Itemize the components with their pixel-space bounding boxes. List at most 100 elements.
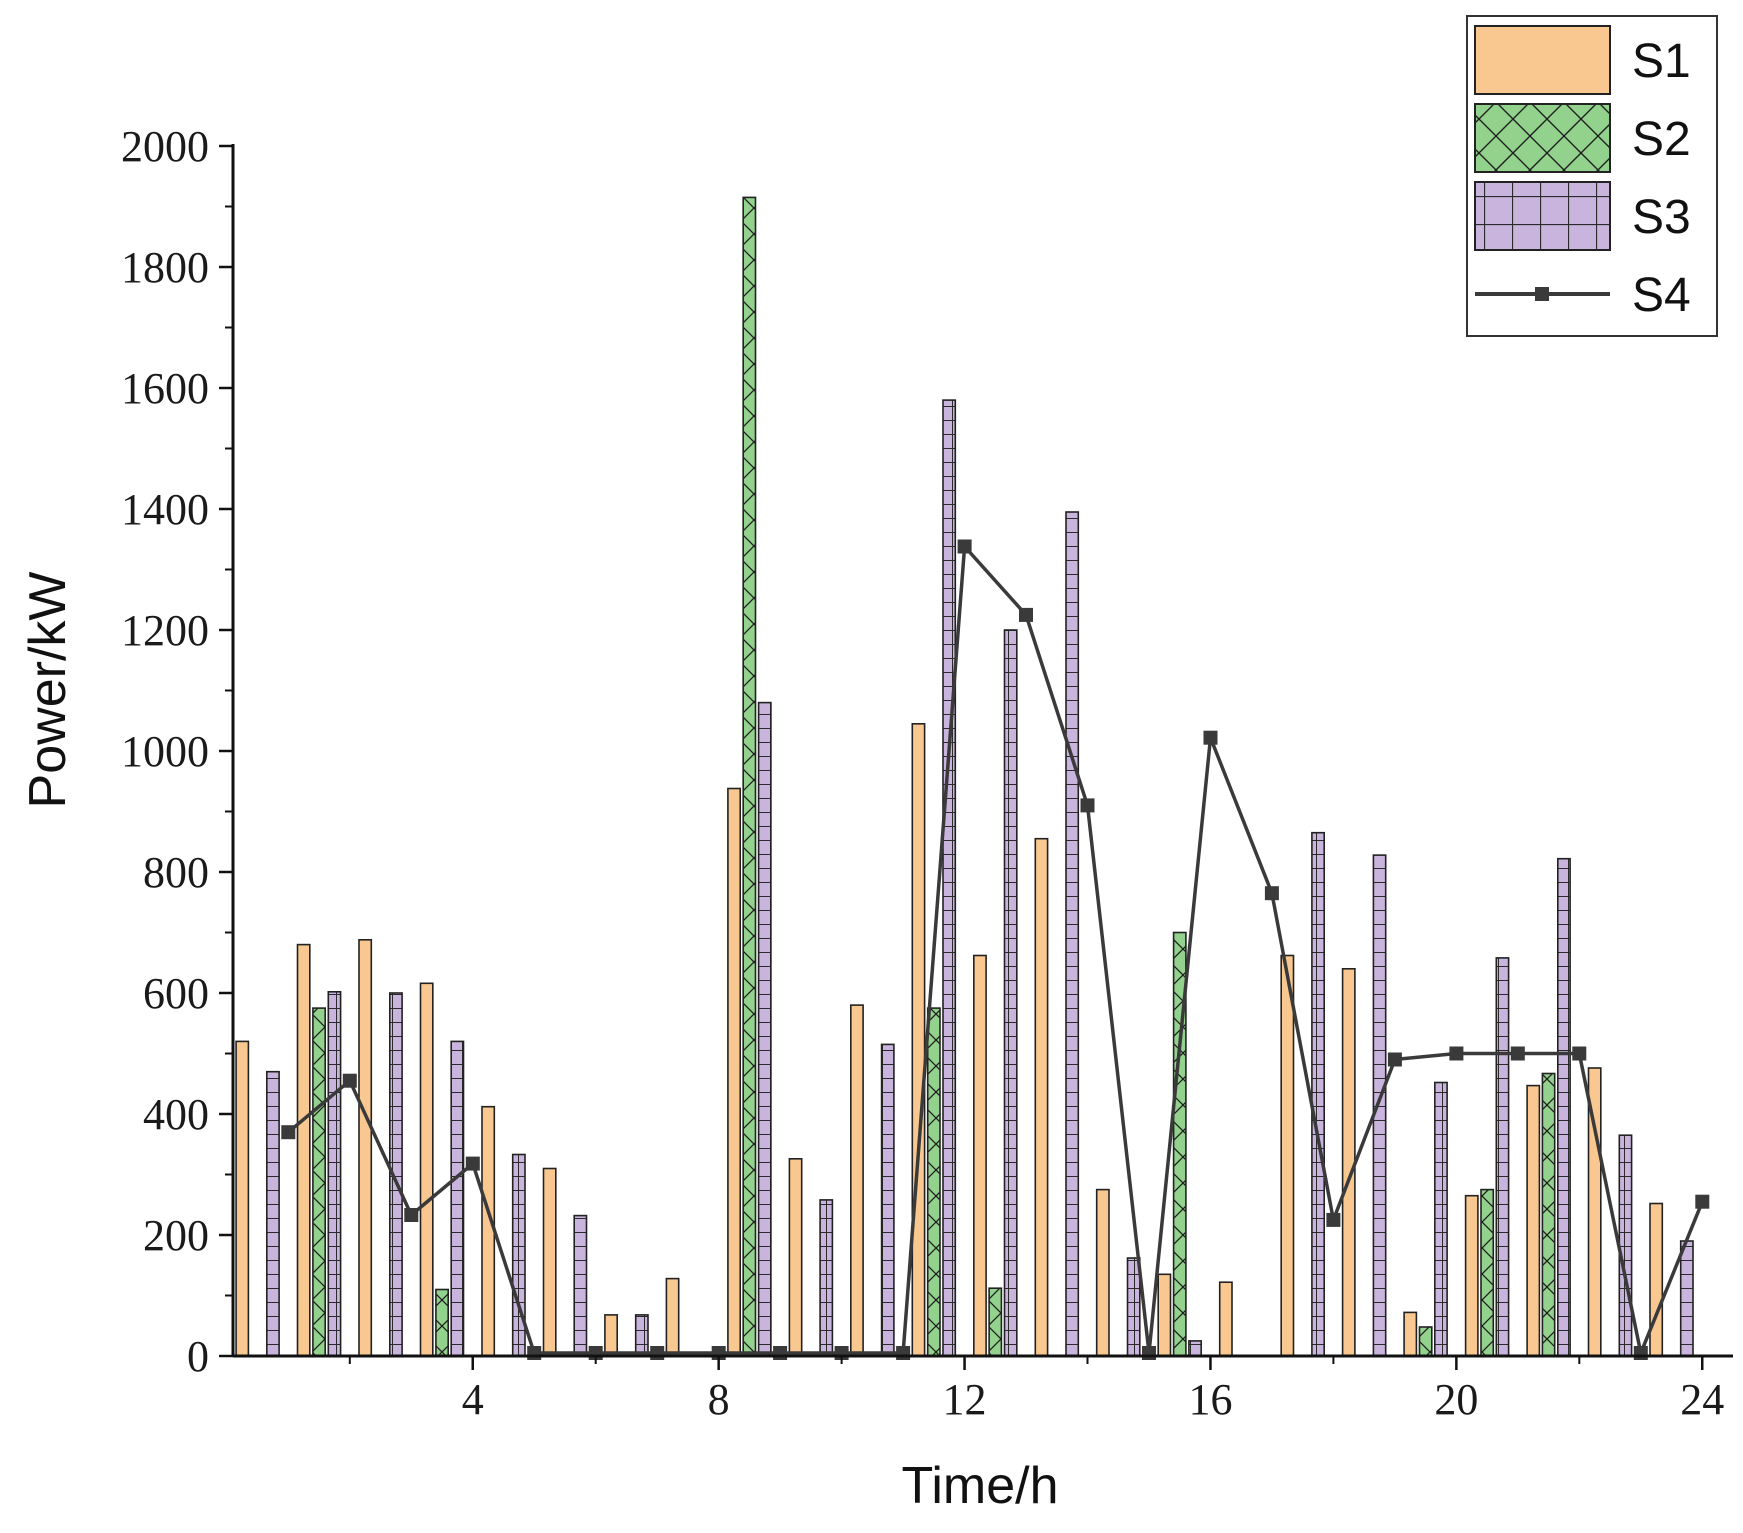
bar-s2-h21 <box>1480 1188 1495 1357</box>
bar-s2-h4 <box>435 1288 449 1357</box>
bar-s1-h1 <box>235 1040 250 1357</box>
bar-s1-h19 <box>1341 967 1356 1357</box>
x-tick-label-24: 24 <box>1680 1375 1724 1424</box>
y-tick-label-1400: 1400 <box>121 485 209 534</box>
point-s4-h20 <box>1449 1046 1464 1061</box>
bar-s3-h16 <box>1188 1340 1203 1357</box>
point-s4-h23 <box>1633 1346 1648 1360</box>
point-s4-h22 <box>1572 1046 1587 1061</box>
point-s4-h13 <box>1019 607 1033 622</box>
point-s4-h4 <box>465 1156 480 1171</box>
bar-s3-h4 <box>450 1040 465 1357</box>
y-tick-label-0: 0 <box>187 1332 209 1381</box>
bar-s3-h24 <box>1679 1240 1694 1357</box>
point-s4-h17 <box>1264 886 1279 901</box>
y-tick-label-1800: 1800 <box>121 243 209 292</box>
x-tick-label-4: 4 <box>462 1375 484 1424</box>
bar-s3-h14 <box>1065 511 1080 1357</box>
bar-s3-h18 <box>1311 831 1326 1357</box>
x-tick-label-8: 8 <box>708 1375 730 1424</box>
point-s4-h14 <box>1080 798 1095 813</box>
y-tick-label-1000: 1000 <box>121 727 209 776</box>
bar-s3-h7 <box>634 1314 649 1357</box>
bar-s3-h2 <box>327 990 342 1357</box>
x-tick-label-12: 12 <box>943 1375 987 1424</box>
bars-layer <box>235 196 1694 1357</box>
bar-s3-h11 <box>880 1043 895 1357</box>
bar-s1-h17 <box>1218 1281 1233 1357</box>
bar-s1-h21 <box>1464 1194 1479 1357</box>
bar-s1-h18 <box>1280 954 1295 1357</box>
bar-s2-h20 <box>1418 1326 1433 1357</box>
bar-s1-h6 <box>542 1167 557 1357</box>
legend-swatch-s2 <box>1474 103 1611 173</box>
bar-s3-h19 <box>1372 854 1387 1357</box>
bar-s1-h10 <box>788 1158 803 1357</box>
y-tick-label-600: 600 <box>143 969 209 1018</box>
y-tick-label-2000: 2000 <box>121 122 209 171</box>
point-s4-h3 <box>404 1208 419 1222</box>
x-tick-label-20: 20 <box>1434 1375 1478 1424</box>
bar-s3-h10 <box>819 1199 834 1357</box>
y-tick-label-800: 800 <box>143 848 209 897</box>
bar-s1-h2 <box>296 943 311 1357</box>
legend: S1 S2 S3 S4 <box>1466 15 1718 337</box>
axes: 0 200 400 600 800 1000 1200 1400 1600 1800 2000 4 8 1… <box>121 122 1733 1424</box>
bar-s2-h22 <box>1541 1072 1556 1357</box>
bar-s3-h13 <box>1003 629 1018 1357</box>
point-s4-h19 <box>1387 1052 1402 1067</box>
y-tick-label-400: 400 <box>143 1090 209 1139</box>
x-tick-label-16: 16 <box>1188 1375 1232 1424</box>
bar-s1-h22 <box>1526 1084 1541 1357</box>
y-tick-label-1600: 1600 <box>121 364 209 413</box>
bar-s1-h15 <box>1095 1188 1110 1357</box>
bar-s3-h21 <box>1495 957 1510 1357</box>
legend-label-s1: S1 <box>1632 35 1691 88</box>
legend-swatch-s3 <box>1474 181 1611 251</box>
bar-s2-h9 <box>742 196 757 1357</box>
point-s4-h21 <box>1510 1046 1525 1061</box>
bar-s1-h11 <box>849 1004 864 1357</box>
bar-s3-h12 <box>942 399 957 1357</box>
bar-s1-h14 <box>1034 837 1049 1357</box>
bar-s2-h13 <box>988 1287 1003 1357</box>
bar-s3-h6 <box>573 1214 588 1357</box>
bar-s3-h15 <box>1126 1257 1141 1357</box>
point-s4-h11 <box>896 1346 911 1360</box>
bar-s3-h9 <box>757 701 772 1357</box>
point-s4-h12 <box>957 539 972 554</box>
bar-s1-h7 <box>604 1314 619 1357</box>
legend-label-s3: S3 <box>1632 191 1691 244</box>
point-s4-h1 <box>281 1125 296 1140</box>
bar-s1-h20 <box>1403 1311 1418 1357</box>
y-axis-title: Power/kW <box>19 572 77 809</box>
bar-s3-h1 <box>265 1070 280 1357</box>
point-s4-h7 <box>650 1346 665 1360</box>
legend-marker-s4 <box>1535 287 1549 301</box>
legend-label-s4: S4 <box>1632 269 1691 322</box>
bar-s2-h2 <box>312 1007 326 1357</box>
point-s4-h15 <box>1142 1346 1156 1360</box>
point-s4-h2 <box>342 1073 357 1088</box>
y-tick-label-200: 200 <box>143 1211 209 1260</box>
bar-s3-h5 <box>511 1153 526 1357</box>
bar-s1-h8 <box>665 1277 680 1357</box>
bar-s2-h12 <box>926 1007 941 1357</box>
bar-s1-h4 <box>419 982 434 1357</box>
x-axis-title: Time/h <box>902 1457 1059 1515</box>
line-layer <box>281 539 1710 1360</box>
bar-s1-h9 <box>727 787 742 1357</box>
point-s4-h16 <box>1203 730 1218 745</box>
point-s4-h18 <box>1326 1212 1341 1227</box>
bar-s1-h24 <box>1649 1202 1664 1357</box>
bar-s3-h20 <box>1434 1081 1448 1357</box>
bar-s1-h16 <box>1157 1273 1172 1357</box>
point-s4-h9 <box>773 1346 788 1360</box>
point-s4-h24 <box>1695 1194 1710 1209</box>
legend-swatch-s1 <box>1474 25 1611 95</box>
bar-s3-h23 <box>1618 1134 1633 1357</box>
legend-label-s2: S2 <box>1632 113 1691 166</box>
y-tick-label-1200: 1200 <box>121 606 209 655</box>
bar-s1-h5 <box>481 1105 496 1357</box>
